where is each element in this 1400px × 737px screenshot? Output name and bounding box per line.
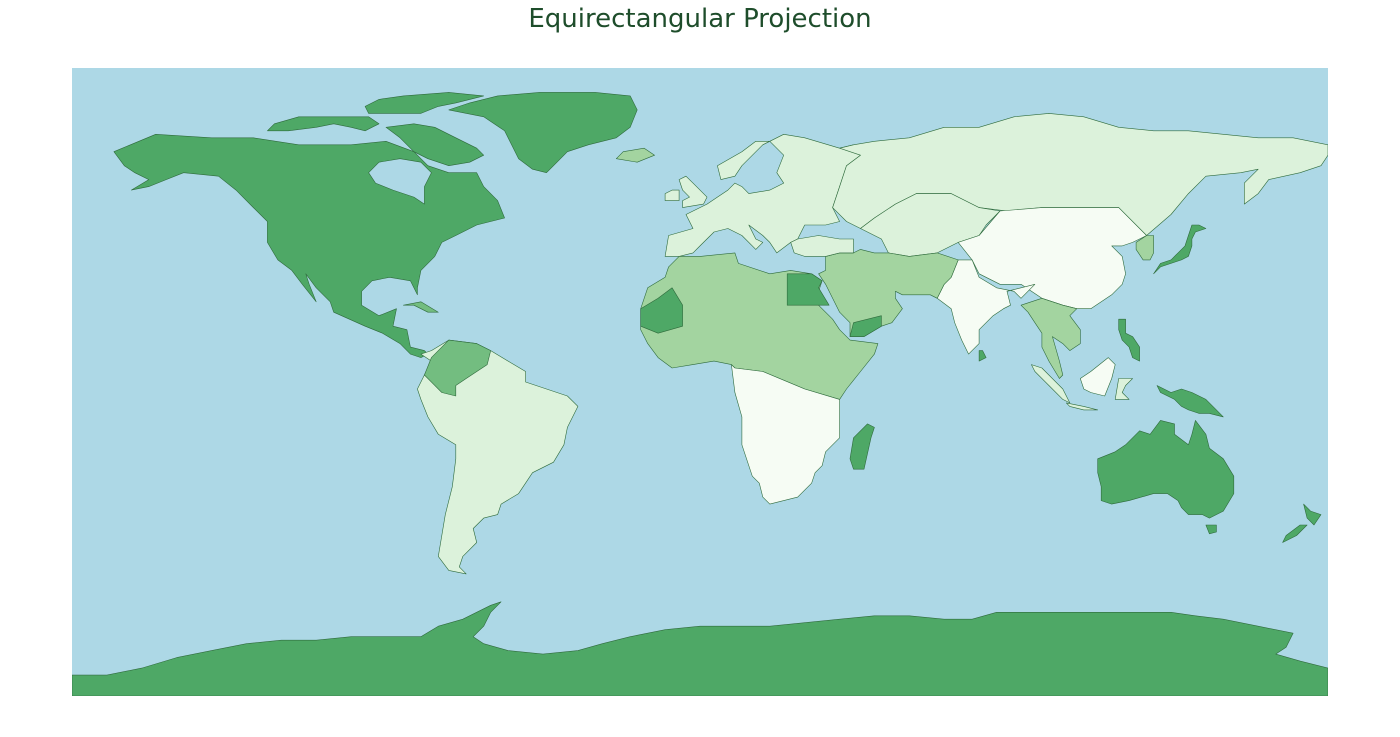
region-iceland [615,147,655,163]
region-ellesmere-island [364,92,485,114]
region-new-zealand-north [1303,503,1322,526]
map-title: Equirectangular Projection [528,4,872,34]
region-philippines [1118,318,1140,362]
region-venezuela-colombia [424,339,492,397]
region-great-britain [678,175,708,208]
region-egypt [786,273,830,306]
region-sri-lanka [978,350,987,362]
region-new-zealand-south [1282,524,1308,543]
region-south-america [417,339,579,575]
map-panel [72,68,1328,696]
region-new-guinea [1156,385,1224,418]
region-canada-arctic-islands-west [267,116,380,132]
region-india [936,259,1036,355]
region-baffin-island [385,123,485,166]
region-korea [1135,235,1154,261]
region-africa-south [731,364,840,505]
region-japan [1153,224,1207,275]
region-china-mongolia [957,207,1147,309]
region-australia [1097,420,1235,519]
region-ireland [664,189,680,201]
region-antarctica [72,601,1328,696]
region-borneo [1079,357,1116,397]
region-greenland [448,92,638,173]
region-java [1065,402,1098,411]
region-yemen [849,315,882,337]
region-cuba [403,301,439,313]
region-southeast-asia [1020,298,1081,379]
region-sahel-mauritania [640,287,683,334]
region-tasmania [1205,524,1217,535]
region-sumatra [1031,364,1071,404]
region-middle-east-iran [818,249,959,337]
region-turkey [790,235,854,257]
region-sulawesi [1114,378,1133,400]
land-layer [72,92,1328,696]
region-madagascar [849,423,875,470]
region-hudson-bay [368,158,432,205]
world-map [72,68,1328,696]
